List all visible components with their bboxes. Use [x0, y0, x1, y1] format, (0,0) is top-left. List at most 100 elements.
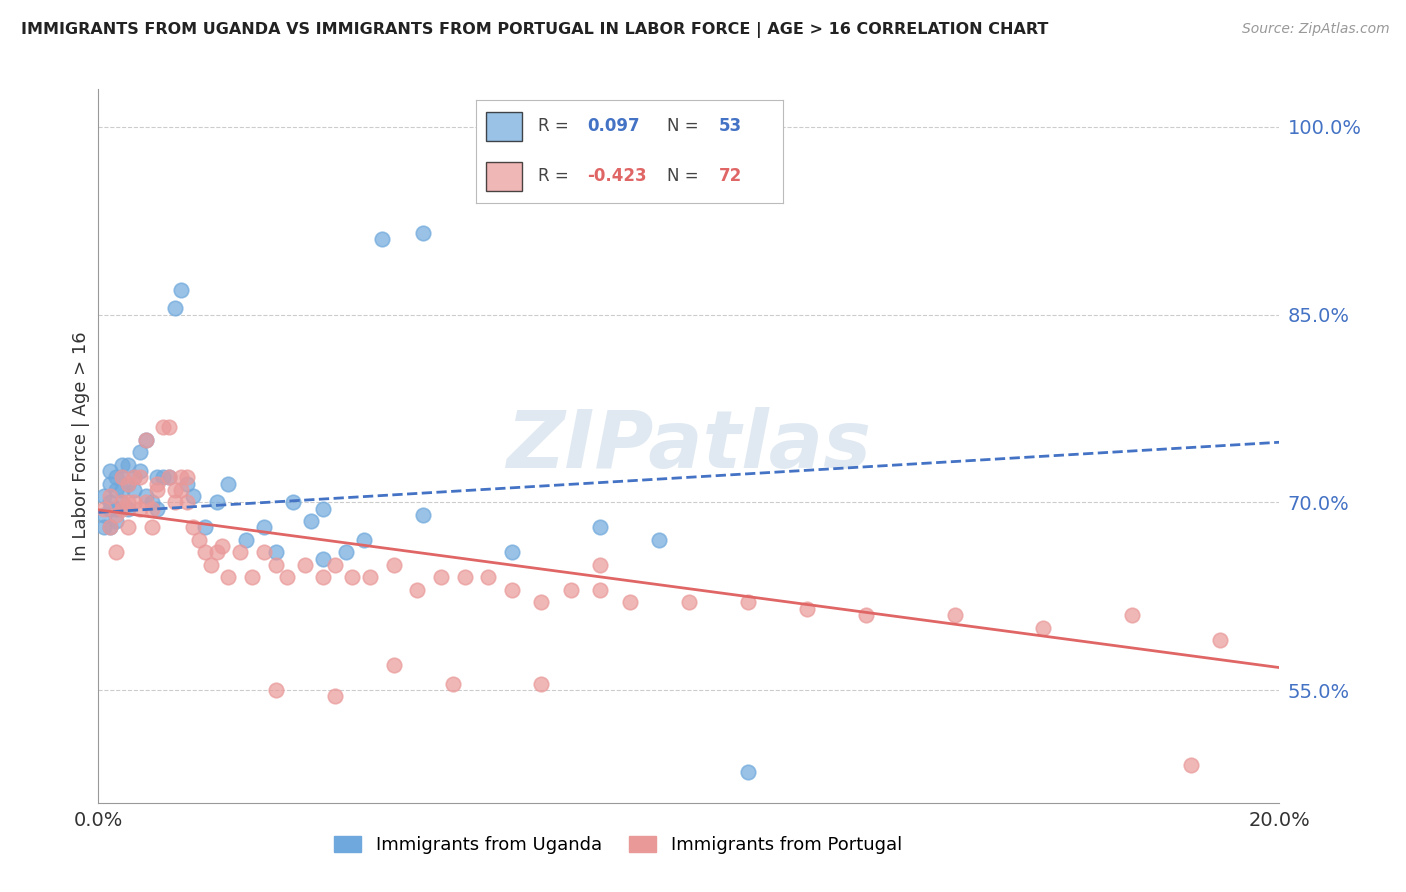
Point [93, 501, 115, 516]
Point [111, 470, 134, 484]
Point [264, 545, 287, 559]
Point [93, 520, 115, 534]
Point [264, 558, 287, 572]
Point [187, 533, 209, 547]
Point [93, 489, 115, 503]
Point [105, 483, 128, 497]
Point [170, 483, 193, 497]
Point [93, 508, 115, 522]
Point [235, 533, 257, 547]
Point [323, 690, 346, 704]
Point [737, 595, 759, 609]
Point [128, 470, 150, 484]
Point [342, 570, 364, 584]
Point [312, 501, 335, 516]
Point [152, 470, 174, 484]
Point [253, 520, 276, 534]
Point [105, 508, 128, 522]
Point [170, 283, 193, 297]
Point [146, 470, 169, 484]
Point [122, 470, 145, 484]
Point [453, 570, 475, 584]
Point [135, 489, 157, 503]
Point [157, 470, 180, 484]
Point [589, 558, 612, 572]
Point [105, 545, 128, 559]
Point [382, 558, 405, 572]
Point [98, 495, 121, 509]
Legend: Immigrants from Uganda, Immigrants from Portugal: Immigrants from Uganda, Immigrants from … [328, 829, 910, 862]
Point [105, 470, 128, 484]
Point [165, 483, 187, 497]
Point [530, 677, 553, 691]
Point [1121, 607, 1143, 622]
Point [477, 570, 499, 584]
Point [135, 433, 157, 447]
Point [796, 601, 818, 615]
Text: IMMIGRANTS FROM UGANDA VS IMMIGRANTS FROM PORTUGAL IN LABOR FORCE | AGE > 16 COR: IMMIGRANTS FROM UGANDA VS IMMIGRANTS FRO… [21, 22, 1049, 38]
Point [323, 558, 346, 572]
Point [111, 470, 134, 484]
Point [217, 476, 239, 491]
Point [117, 458, 139, 472]
Text: Source: ZipAtlas.com: Source: ZipAtlas.com [1241, 22, 1389, 37]
Point [128, 501, 150, 516]
Point [135, 495, 157, 509]
Point [312, 551, 335, 566]
Point [430, 570, 453, 584]
Point [170, 470, 193, 484]
Point [855, 607, 877, 622]
Point [176, 495, 198, 509]
Point [678, 595, 700, 609]
Point [264, 683, 287, 698]
Point [98, 489, 121, 503]
Point [117, 520, 139, 534]
Point [98, 464, 121, 478]
Y-axis label: In Labor Force | Age > 16: In Labor Force | Age > 16 [72, 331, 90, 561]
Point [105, 514, 128, 528]
Point [359, 570, 381, 584]
Point [117, 476, 139, 491]
Point [412, 508, 434, 522]
Point [181, 520, 204, 534]
Point [157, 420, 180, 434]
Point [353, 533, 375, 547]
Point [283, 495, 305, 509]
Point [141, 501, 163, 516]
Point [200, 558, 222, 572]
Point [111, 483, 134, 497]
Point [335, 545, 357, 559]
Point [382, 658, 405, 673]
Point [205, 495, 228, 509]
Point [111, 501, 134, 516]
Point [648, 533, 671, 547]
Point [146, 483, 169, 497]
Point [294, 558, 316, 572]
Point [299, 514, 322, 528]
Point [111, 458, 134, 472]
Point [98, 501, 121, 516]
Point [1180, 758, 1202, 772]
Point [105, 501, 128, 516]
Point [194, 545, 217, 559]
Point [253, 545, 276, 559]
Point [737, 764, 759, 779]
Point [501, 582, 523, 597]
Point [211, 539, 233, 553]
Point [122, 495, 145, 509]
Point [135, 433, 157, 447]
Point [122, 483, 145, 497]
Point [406, 582, 429, 597]
Point [276, 570, 298, 584]
Point [176, 476, 198, 491]
Point [128, 464, 150, 478]
Point [111, 495, 134, 509]
Point [240, 570, 263, 584]
Point [165, 495, 187, 509]
Point [141, 495, 163, 509]
Point [312, 570, 335, 584]
Point [157, 470, 180, 484]
Point [530, 595, 553, 609]
Point [122, 470, 145, 484]
Point [217, 570, 239, 584]
